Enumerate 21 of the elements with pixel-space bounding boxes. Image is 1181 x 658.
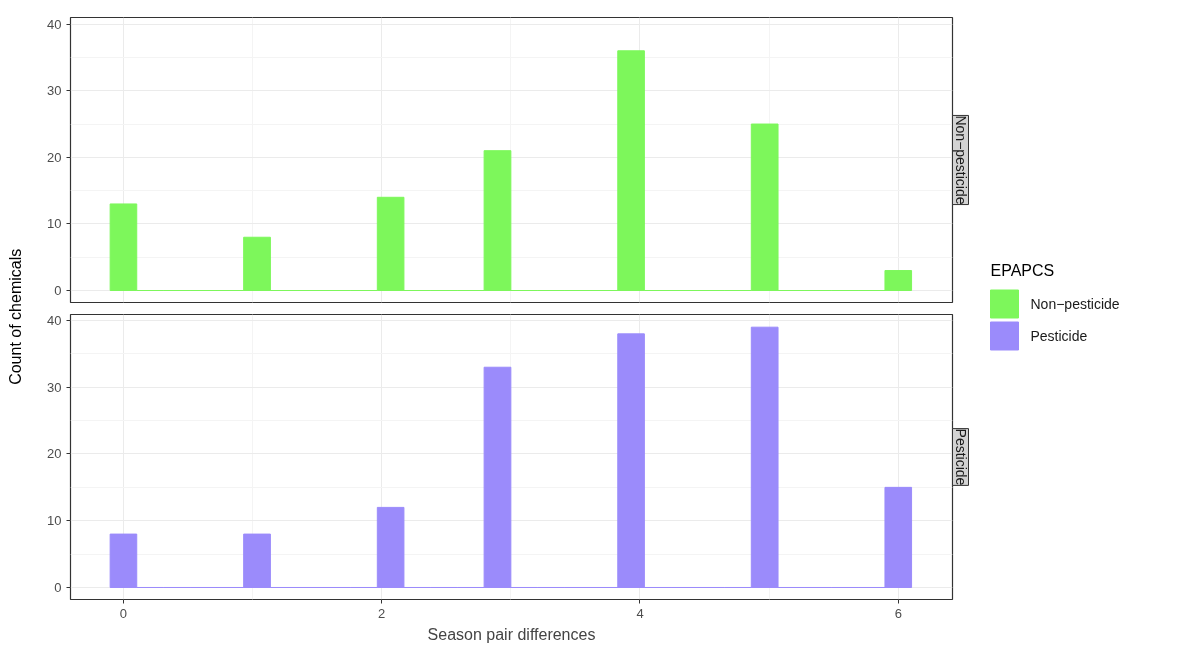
x-tick-label: 4: [636, 605, 644, 621]
legend-label: Pesticide: [1030, 328, 1088, 344]
x-tick-label: 0: [119, 605, 128, 621]
x-tick-label: 6: [894, 605, 902, 621]
x-tick-label: 2: [378, 605, 386, 621]
y-tick-label: 40: [47, 16, 62, 32]
text: Non−pesticide: [952, 115, 969, 205]
text: Pesticide: [952, 428, 969, 486]
y-tick-label: 30: [47, 83, 62, 99]
y-tick-label: 0: [54, 579, 62, 595]
y-tick-label: 0: [54, 283, 62, 299]
y-tick-label: 40: [47, 313, 62, 329]
legend-title: EPAPCS: [990, 261, 1055, 279]
y-axis-title: Count of chemicals: [7, 248, 24, 385]
x-axis-title: Season pair differences: [427, 625, 596, 643]
y-tick-label: 20: [47, 446, 62, 462]
y-tick-label: 10: [47, 513, 62, 529]
legend-label: Non−pesticide: [1030, 296, 1120, 312]
y-tick-label: 10: [47, 216, 62, 232]
y-tick-label: 30: [47, 379, 62, 395]
y-tick-label: 20: [47, 149, 62, 165]
